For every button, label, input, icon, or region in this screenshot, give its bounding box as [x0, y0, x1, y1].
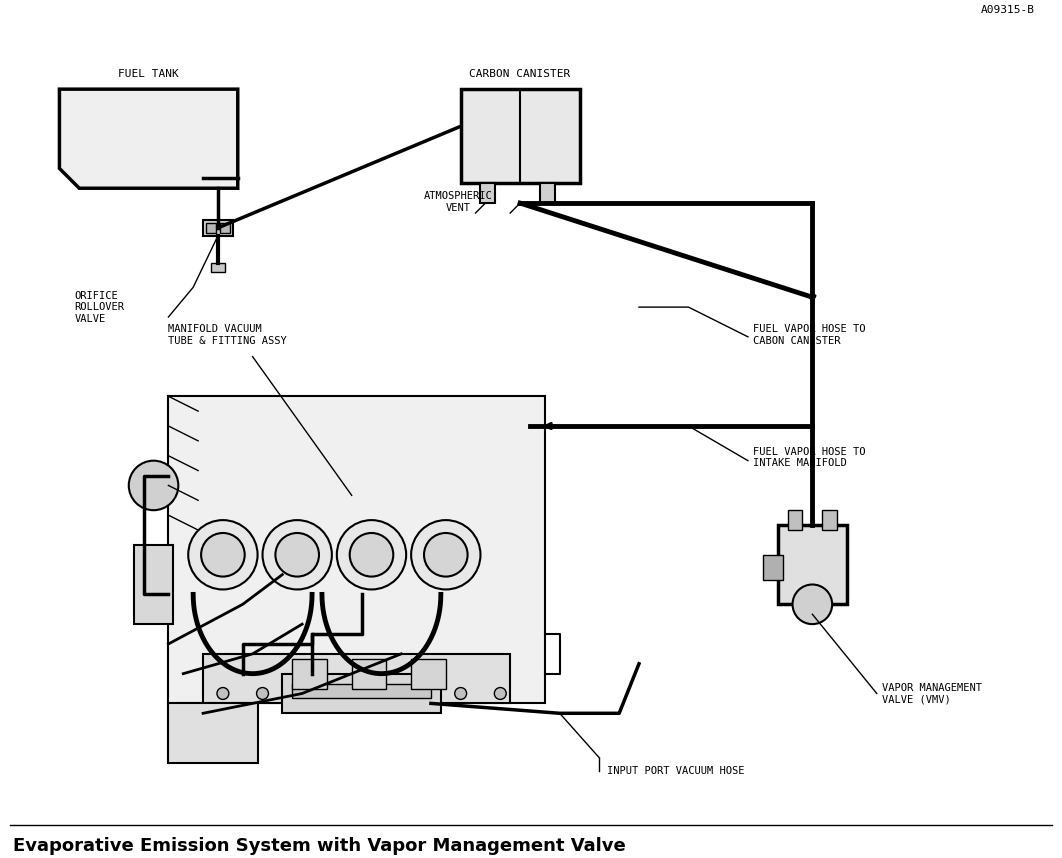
- Bar: [763, 555, 783, 579]
- Text: MANIFOLD VACUUM
TUBE & FITTING ASSY: MANIFOLD VACUUM TUBE & FITTING ASSY: [169, 324, 287, 346]
- Bar: [777, 525, 847, 604]
- Bar: [220, 223, 229, 233]
- Circle shape: [411, 520, 480, 589]
- Circle shape: [415, 687, 427, 699]
- Circle shape: [275, 533, 319, 577]
- Text: A09315-B: A09315-B: [981, 5, 1035, 15]
- Text: FUEL TANK: FUEL TANK: [118, 69, 179, 79]
- Text: ATMOSPHERIC
VENT: ATMOSPHERIC VENT: [425, 191, 493, 213]
- Bar: [788, 511, 803, 530]
- Bar: [203, 220, 233, 236]
- FancyBboxPatch shape: [169, 396, 545, 704]
- Text: FUEL VAPOR HOSE TO
CABON CANISTER: FUEL VAPOR HOSE TO CABON CANISTER: [753, 324, 866, 346]
- Bar: [292, 684, 431, 698]
- Text: Evaporative Emission System with Vapor Management Valve: Evaporative Emission System with Vapor M…: [13, 837, 626, 855]
- Bar: [539, 184, 554, 203]
- Text: VAPOR MANAGEMENT
VALVE (VMV): VAPOR MANAGEMENT VALVE (VMV): [881, 683, 981, 704]
- Bar: [282, 674, 441, 713]
- Circle shape: [188, 520, 258, 589]
- Bar: [206, 223, 216, 233]
- Bar: [411, 659, 446, 688]
- Bar: [211, 263, 225, 273]
- Circle shape: [336, 687, 347, 699]
- Circle shape: [257, 687, 269, 699]
- Text: INPUT PORT VACUUM HOSE: INPUT PORT VACUUM HOSE: [607, 765, 744, 776]
- Circle shape: [424, 533, 467, 577]
- Bar: [134, 545, 173, 624]
- Bar: [203, 654, 510, 704]
- Circle shape: [262, 520, 331, 589]
- Bar: [352, 659, 387, 688]
- Circle shape: [792, 584, 833, 624]
- Bar: [822, 511, 837, 530]
- Bar: [292, 659, 327, 688]
- Text: CARBON CANISTER: CARBON CANISTER: [469, 69, 570, 79]
- Circle shape: [337, 520, 406, 589]
- Circle shape: [376, 687, 388, 699]
- Circle shape: [129, 461, 178, 511]
- Circle shape: [217, 687, 228, 699]
- Bar: [169, 704, 258, 763]
- Bar: [480, 184, 495, 203]
- Circle shape: [201, 533, 244, 577]
- Text: ORIFICE
ROLLOVER
VALVE: ORIFICE ROLLOVER VALVE: [74, 291, 124, 323]
- Circle shape: [494, 687, 507, 699]
- Circle shape: [349, 533, 393, 577]
- Circle shape: [455, 687, 466, 699]
- Polygon shape: [59, 89, 238, 188]
- Bar: [461, 89, 580, 184]
- Circle shape: [296, 687, 308, 699]
- Text: FUEL VAPOR HOSE TO
INTAKE MANIFOLD: FUEL VAPOR HOSE TO INTAKE MANIFOLD: [753, 447, 866, 468]
